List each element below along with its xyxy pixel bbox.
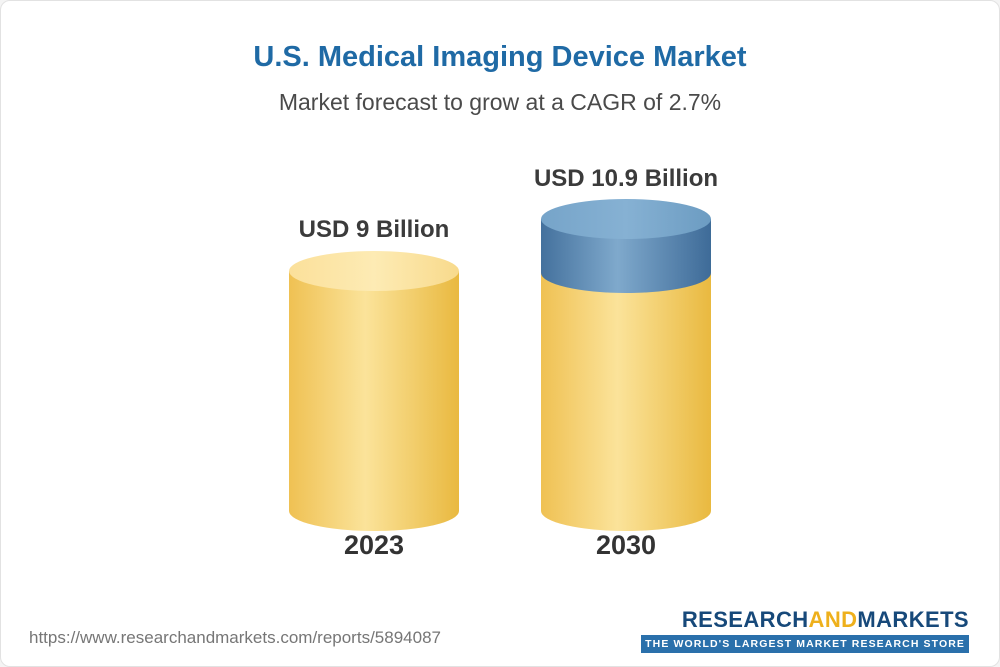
research-and-markets-logo: RESEARCHANDMARKETS THE WORLD'S LARGEST M… [641,606,969,653]
bar-2030: USD 10.9 Billion 2030 [534,165,718,560]
logo-word-research: RESEARCH [681,606,809,632]
logo-wordmark: RESEARCHANDMARKETS [681,606,969,632]
bar-2023-category-label: 2023 [344,530,404,560]
logo-word-and: AND [808,606,858,632]
bar-2030-base-body [541,273,711,531]
bar-2023-body [289,271,459,531]
logo-word-markets: MARKETS [857,606,969,632]
bar-2030-top [541,199,711,239]
logo-tagline: THE WORLD'S LARGEST MARKET RESEARCH STOR… [641,635,969,653]
report-url: https://www.researchandmarkets.com/repor… [29,628,441,647]
bar-2030-growth-segment [541,219,711,293]
bar-2030-value-label: USD 10.9 Billion [534,165,718,192]
chart-subtitle: Market forecast to grow at a CAGR of 2.7… [278,89,722,115]
bar-2023: USD 9 Billion 2023 [289,216,459,560]
bar-2023-value-label: USD 9 Billion [299,216,450,243]
bar-2023-top [289,251,459,291]
bar-2030-category-label: 2030 [596,530,656,560]
chart-title: U.S. Medical Imaging Device Market [253,41,747,73]
cylinder-bar-chart: USD 9 Billion 2023 USD 10.9 Billion 2030 [289,165,718,560]
